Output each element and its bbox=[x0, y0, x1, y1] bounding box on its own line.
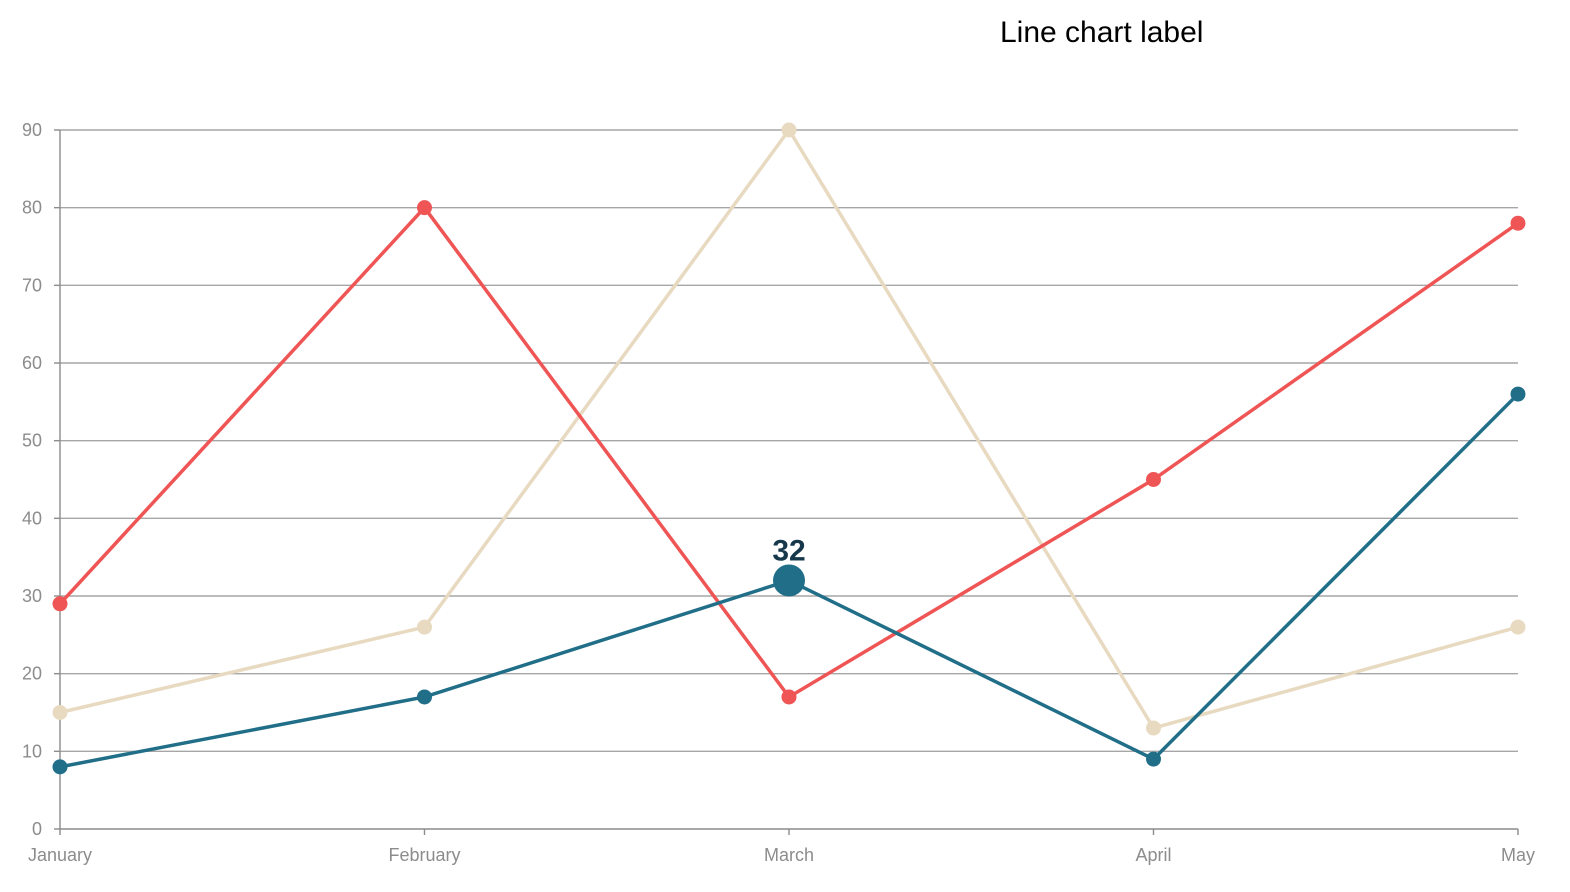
data-point bbox=[1146, 751, 1161, 767]
highlighted-point-label: 32 bbox=[772, 534, 805, 567]
grid-lines: 0 10 20 30 40 50 60 70 80 90 bbox=[22, 120, 1518, 839]
y-tick-label: 30 bbox=[22, 586, 42, 606]
y-tick-label: 10 bbox=[22, 741, 42, 761]
series-1 bbox=[52, 122, 1526, 736]
x-tick-label-february: February bbox=[388, 845, 460, 865]
highlighted-point bbox=[773, 564, 805, 597]
y-tick-label: 50 bbox=[22, 431, 42, 451]
data-point bbox=[781, 689, 797, 705]
y-tick-label: 40 bbox=[22, 508, 42, 528]
y-tick-label: 80 bbox=[22, 198, 42, 218]
data-point bbox=[417, 619, 432, 635]
y-tick-label: 60 bbox=[22, 353, 42, 373]
series-line-2 bbox=[58, 204, 1520, 700]
y-tick-label: 90 bbox=[22, 120, 42, 140]
data-point bbox=[1146, 720, 1161, 736]
y-tick-label: 70 bbox=[22, 275, 42, 295]
data-point bbox=[52, 705, 68, 720]
series-3 bbox=[52, 386, 1526, 775]
data-point bbox=[417, 200, 432, 216]
data-point bbox=[1510, 215, 1526, 231]
series-2 bbox=[52, 200, 1526, 705]
x-tick-label-march: March bbox=[764, 845, 814, 865]
data-point bbox=[1146, 472, 1161, 487]
y-tick-label: 20 bbox=[22, 664, 42, 684]
data-point bbox=[1510, 619, 1526, 635]
x-tick-label-january: January bbox=[28, 845, 92, 865]
data-point bbox=[52, 759, 68, 775]
data-point bbox=[1510, 386, 1526, 402]
x-tick-label-may: May bbox=[1501, 845, 1535, 865]
series-line-1 bbox=[59, 126, 1519, 731]
data-point bbox=[781, 122, 797, 138]
data-point bbox=[417, 689, 432, 705]
chart-title: Line chart label bbox=[1000, 16, 1204, 49]
x-tick-label-april: April bbox=[1135, 845, 1171, 865]
data-point bbox=[52, 596, 68, 612]
y-tick-label: 0 bbox=[32, 819, 42, 839]
